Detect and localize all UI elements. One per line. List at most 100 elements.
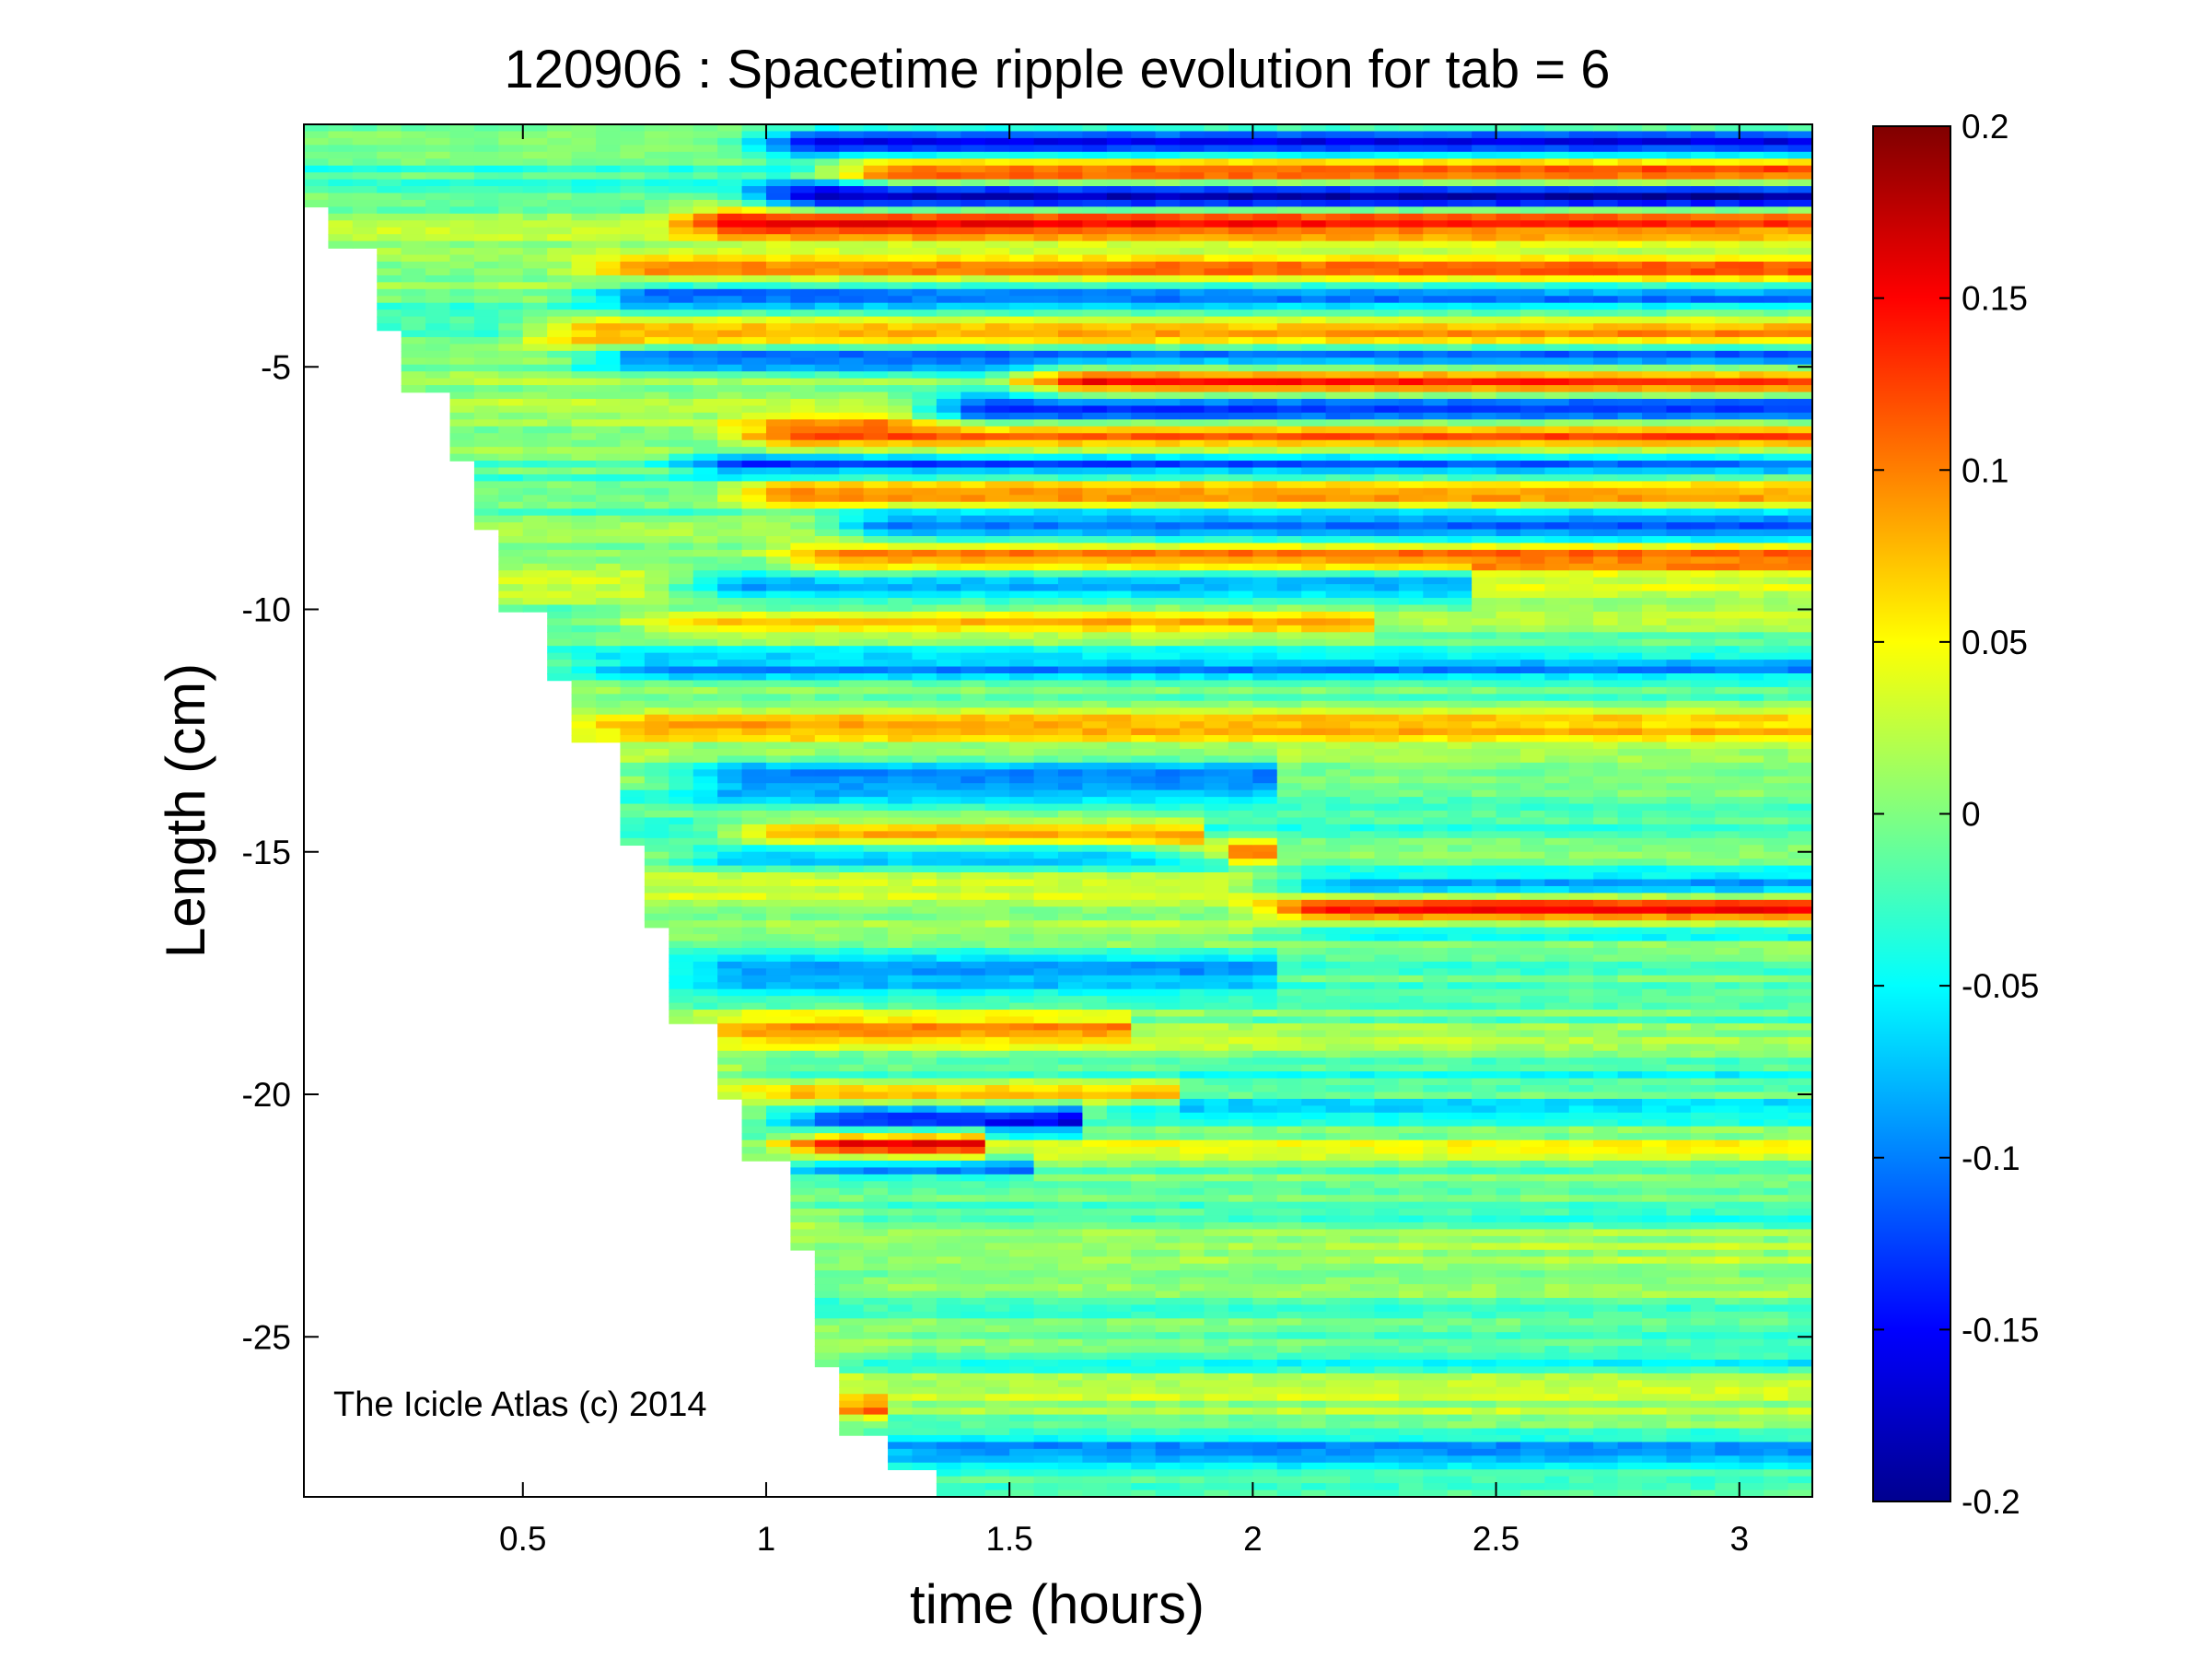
heatmap-cell	[814, 543, 841, 551]
heatmap-cell	[401, 344, 426, 352]
heatmap-cell	[1106, 906, 1133, 915]
heatmap-cell	[401, 296, 426, 304]
heatmap-cell	[765, 1050, 792, 1058]
heatmap-cell	[571, 611, 597, 620]
heatmap-cell	[1204, 323, 1229, 332]
heatmap-cell	[765, 837, 792, 847]
heatmap-cell	[790, 1195, 816, 1203]
heatmap-cell	[1106, 865, 1133, 873]
heatmap-cell	[960, 481, 986, 489]
heatmap-cell	[1058, 879, 1084, 887]
heatmap-cell	[571, 714, 597, 722]
heatmap-cell	[936, 700, 962, 709]
heatmap-cell	[888, 296, 914, 304]
heatmap-cell	[960, 811, 986, 819]
heatmap-cell	[693, 988, 718, 997]
heatmap-cell	[1082, 961, 1108, 970]
heatmap-cell	[1131, 920, 1157, 929]
heatmap-cell	[1082, 172, 1108, 181]
heatmap-cell	[571, 186, 597, 194]
heatmap-cell	[790, 1139, 816, 1148]
heatmap-cell	[620, 151, 646, 160]
heatmap-cell	[1009, 439, 1035, 448]
heatmap-cell	[1082, 1085, 1108, 1093]
heatmap-cell	[839, 275, 865, 284]
heatmap-cell	[765, 268, 792, 276]
heatmap-cell	[1033, 1119, 1059, 1127]
heatmap-cell	[790, 927, 816, 935]
heatmap-cell	[1131, 323, 1157, 332]
heatmap-cell	[377, 220, 402, 228]
heatmap-cell	[571, 310, 597, 318]
heatmap-cell	[717, 405, 743, 414]
heatmap-cell	[1058, 378, 1084, 386]
heatmap-cell	[1058, 996, 1084, 1004]
heatmap-cell	[888, 954, 914, 963]
heatmap-cell	[960, 1380, 986, 1388]
heatmap-cell	[1180, 316, 1205, 324]
heatmap-cell	[352, 206, 378, 215]
heatmap-cell	[522, 262, 548, 270]
heatmap-cell	[960, 199, 986, 208]
heatmap-cell	[1058, 316, 1084, 324]
heatmap-cell	[644, 920, 670, 929]
heatmap-cell	[1155, 728, 1181, 736]
heatmap-cell	[1033, 988, 1059, 997]
heatmap-cell	[1131, 1476, 1157, 1484]
heatmap-cell	[912, 1010, 937, 1018]
heatmap-cell	[717, 948, 743, 956]
heatmap-cell	[571, 124, 597, 133]
heatmap-cell	[814, 399, 841, 407]
heatmap-cell	[863, 968, 889, 976]
heatmap-cell	[936, 1022, 962, 1032]
heatmap-cell	[814, 158, 841, 167]
heatmap-cell	[498, 522, 524, 531]
heatmap-cell	[912, 954, 937, 963]
heatmap-cell	[644, 632, 670, 640]
heatmap-cell	[1155, 590, 1181, 599]
heatmap-cell	[960, 522, 986, 531]
heatmap-cell	[1131, 590, 1157, 599]
heatmap-cell	[1155, 1297, 1181, 1306]
heatmap-cell	[912, 1057, 937, 1066]
heatmap-cell	[1180, 1421, 1205, 1430]
heatmap-cell	[1058, 1366, 1084, 1374]
heatmap-cell	[839, 1386, 865, 1396]
heatmap-cell	[1106, 755, 1133, 764]
heatmap-cell	[1033, 975, 1059, 984]
heatmap-cell	[888, 1160, 914, 1169]
heatmap-cell	[401, 364, 426, 372]
heatmap-cell	[1204, 206, 1229, 215]
heatmap-cell	[1082, 1016, 1108, 1024]
heatmap-cell	[960, 707, 986, 716]
heatmap-cell	[790, 1215, 816, 1223]
heatmap-cell	[717, 859, 743, 867]
heatmap-cell	[377, 145, 402, 153]
heatmap-cell	[522, 399, 548, 407]
heatmap-cell	[790, 961, 816, 970]
heatmap-cell	[1058, 817, 1084, 825]
heatmap-cell	[669, 412, 694, 421]
heatmap-cell	[669, 323, 694, 332]
heatmap-cell	[888, 1105, 914, 1114]
heatmap-cell	[596, 158, 622, 167]
heatmap-cell	[401, 172, 426, 181]
heatmap-cell	[1155, 1057, 1181, 1066]
heatmap-cell	[1180, 302, 1205, 310]
heatmap-cell	[1058, 673, 1084, 682]
heatmap-cell	[1204, 461, 1229, 469]
heatmap-cell	[984, 1386, 1010, 1396]
heatmap-cell	[1204, 350, 1229, 359]
heatmap-cell	[814, 1147, 841, 1155]
heatmap-cell	[571, 584, 597, 592]
heatmap-cell	[984, 851, 1010, 859]
heatmap-cell	[1180, 357, 1205, 366]
heatmap-cell	[765, 1112, 792, 1121]
heatmap-cell	[522, 316, 548, 324]
heatmap-cell	[814, 282, 841, 290]
heatmap-cell	[717, 776, 743, 784]
heatmap-cell	[620, 453, 646, 461]
heatmap-cell	[1033, 604, 1059, 613]
heatmap-cell	[1058, 556, 1084, 565]
heatmap-cell	[1082, 1318, 1108, 1326]
